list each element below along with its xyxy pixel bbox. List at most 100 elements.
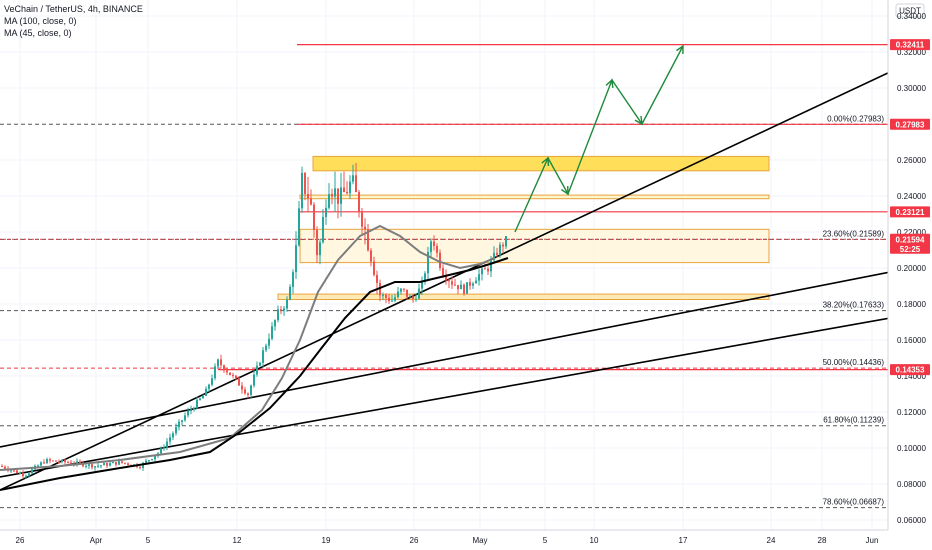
candle-body[interactable]: [118, 461, 120, 465]
time-axis[interactable]: [0, 530, 888, 550]
candle-body[interactable]: [388, 297, 390, 302]
candle-body[interactable]: [238, 378, 240, 386]
candle-body[interactable]: [331, 194, 333, 197]
candle-body[interactable]: [79, 461, 81, 463]
candle-body[interactable]: [487, 268, 489, 272]
candle-body[interactable]: [115, 462, 117, 465]
candle-body[interactable]: [169, 437, 171, 442]
candle-body[interactable]: [283, 308, 285, 311]
candle-body[interactable]: [349, 181, 351, 194]
price-tag-3[interactable]: [890, 233, 930, 254]
candle-body[interactable]: [247, 393, 249, 395]
candle-body[interactable]: [67, 462, 69, 464]
candle-body[interactable]: [61, 459, 63, 462]
candle-body[interactable]: [223, 365, 225, 371]
candle-body[interactable]: [310, 198, 312, 205]
candle-body[interactable]: [205, 388, 207, 396]
candle-body[interactable]: [376, 274, 378, 284]
trend-lines[interactable]: [0, 71, 891, 491]
candle-body[interactable]: [43, 462, 45, 464]
candle-body[interactable]: [367, 229, 369, 251]
candle-body[interactable]: [55, 460, 57, 462]
candle-body[interactable]: [328, 194, 330, 208]
candle-body[interactable]: [385, 294, 387, 298]
candle-body[interactable]: [226, 370, 228, 373]
candle-body[interactable]: [430, 241, 432, 252]
candle-body[interactable]: [277, 309, 279, 321]
candle-body[interactable]: [472, 283, 474, 286]
candle-body[interactable]: [127, 463, 129, 465]
candle-body[interactable]: [163, 447, 165, 449]
candle-body[interactable]: [418, 288, 420, 299]
candle-body[interactable]: [322, 217, 324, 243]
candle-body[interactable]: [370, 250, 372, 262]
trend-line-0[interactable]: [0, 71, 891, 491]
candle-body[interactable]: [439, 252, 441, 269]
horizontal-levels[interactable]: [0, 44, 888, 371]
candle-body[interactable]: [46, 459, 48, 464]
candle-body[interactable]: [484, 268, 486, 270]
candle-body[interactable]: [406, 289, 408, 297]
candle-body[interactable]: [250, 385, 252, 395]
ma45-line[interactable]: [0, 257, 509, 491]
candle-body[interactable]: [475, 280, 477, 284]
fib-retracement[interactable]: 0.00%(0.27983) 23.60%(0.21589) 38.20%(0.17…: [0, 114, 888, 509]
candle-body[interactable]: [445, 276, 447, 281]
candle-body[interactable]: [424, 273, 426, 283]
candle-body[interactable]: [490, 260, 492, 272]
candle-body[interactable]: [463, 284, 465, 294]
candle-body[interactable]: [259, 362, 261, 366]
candle-body[interactable]: [208, 384, 210, 389]
candle-body[interactable]: [427, 251, 429, 274]
candle-body[interactable]: [265, 345, 267, 351]
candle-body[interactable]: [301, 172, 303, 209]
candle-body[interactable]: [403, 288, 405, 290]
candle-body[interactable]: [448, 280, 450, 282]
ma100-line[interactable]: [0, 224, 496, 471]
candle-body[interactable]: [262, 350, 264, 363]
candle-body[interactable]: [190, 409, 192, 412]
trend-line-2[interactable]: [0, 317, 891, 478]
candle-body[interactable]: [256, 365, 258, 375]
candle-body[interactable]: [382, 294, 384, 296]
candle-body[interactable]: [1, 466, 3, 467]
candle-body[interactable]: [292, 272, 294, 287]
candle-body[interactable]: [400, 288, 402, 292]
price-axis[interactable]: [888, 0, 932, 550]
candle-body[interactable]: [268, 338, 270, 346]
candle-body[interactable]: [142, 462, 144, 468]
ma100-legend[interactable]: MA (100, close, 0): [4, 16, 77, 26]
candle-body[interactable]: [451, 281, 453, 285]
candle-body[interactable]: [253, 374, 255, 386]
candle-body[interactable]: [175, 427, 177, 434]
candle-body[interactable]: [364, 226, 366, 230]
candle-body[interactable]: [481, 268, 483, 275]
candle-body[interactable]: [289, 286, 291, 300]
candle-body[interactable]: [139, 467, 141, 469]
candle-body[interactable]: [271, 326, 273, 339]
candle-body[interactable]: [40, 462, 42, 466]
candle-body[interactable]: [499, 244, 501, 255]
candle-body[interactable]: [151, 459, 153, 461]
candle-body[interactable]: [502, 244, 504, 247]
candle-body[interactable]: [319, 242, 321, 256]
candle-body[interactable]: [496, 252, 498, 255]
candle-body[interactable]: [166, 441, 168, 448]
candle-body[interactable]: [391, 300, 393, 302]
candle-body[interactable]: [31, 469, 33, 474]
candle-body[interactable]: [124, 462, 126, 464]
candle-body[interactable]: [244, 389, 246, 394]
candle-body[interactable]: [343, 187, 345, 193]
candle-body[interactable]: [25, 475, 27, 477]
candle-body[interactable]: [106, 463, 108, 466]
candle-body[interactable]: [454, 284, 456, 286]
candle-body[interactable]: [274, 320, 276, 327]
candle-body[interactable]: [154, 456, 156, 460]
currency-box[interactable]: [895, 3, 925, 18]
candle-body[interactable]: [58, 461, 60, 463]
candle-body[interactable]: [241, 385, 243, 390]
price-tag-1[interactable]: [890, 118, 930, 130]
candle-body[interactable]: [121, 461, 123, 463]
